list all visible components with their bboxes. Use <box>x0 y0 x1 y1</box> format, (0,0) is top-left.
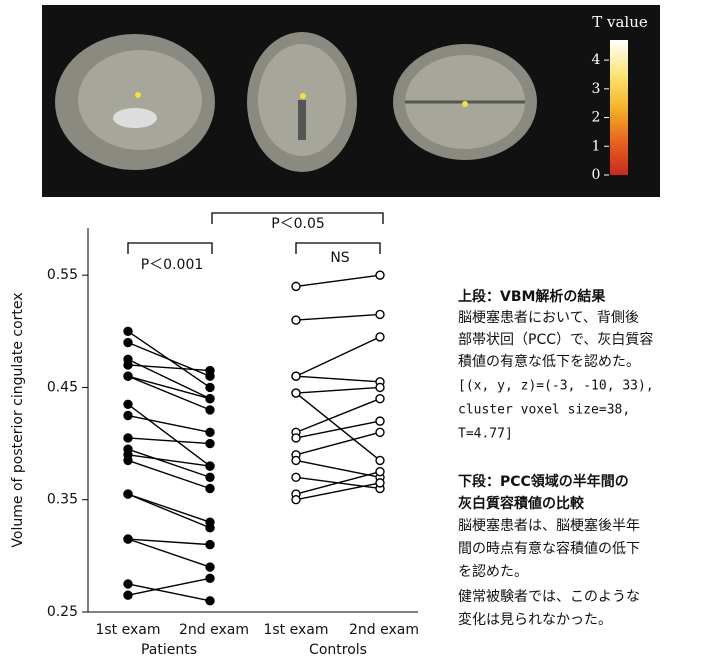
annotation: P＜0.001 <box>141 257 204 273</box>
point <box>124 339 132 347</box>
note-line: cluster voxel size=38, <box>458 403 630 418</box>
point <box>124 456 132 464</box>
point <box>376 417 384 425</box>
note-line: を認めた。 <box>458 564 528 580</box>
colorbar-tick-label: 3 <box>592 81 601 97</box>
point <box>376 271 384 279</box>
colorbar <box>610 40 628 175</box>
y-tick-label: 0.45 <box>47 379 78 395</box>
point <box>206 597 214 605</box>
point <box>124 434 132 442</box>
point <box>376 333 384 341</box>
point <box>292 496 300 504</box>
y-axis-label: Volume of posterior cingulate cortex <box>10 292 26 547</box>
note-line: [(x, y, z)=(-3, -10, 33), <box>458 379 654 394</box>
colorbar-tick-label: 2 <box>592 110 601 126</box>
point <box>376 468 384 476</box>
note-line: 脳梗塞患者は、脳梗塞後半年 <box>458 517 640 534</box>
point <box>124 361 132 369</box>
pair-line <box>128 494 210 528</box>
pair-line <box>296 376 380 382</box>
point <box>206 574 214 582</box>
figure: T value Volume of posterior cingulate co… <box>0 0 722 659</box>
point <box>124 327 132 335</box>
annotation: P＜0.05 <box>271 216 325 232</box>
significance-brackets <box>128 213 383 254</box>
pair-line <box>128 449 210 477</box>
note-heading: 灰白質容積値の比較 <box>458 495 585 512</box>
group-label: Controls <box>309 642 367 658</box>
point <box>376 428 384 436</box>
x-tick-label: 1st exam <box>95 622 160 638</box>
notes: 上段：VBM解析の結果 脳梗塞患者において、背側後 部帯状回（PCC）で、灰白質… <box>458 288 654 628</box>
point <box>376 456 384 464</box>
point <box>124 535 132 543</box>
brain-sagittal <box>55 34 215 170</box>
point <box>124 372 132 380</box>
brain-axial <box>393 44 537 160</box>
colorbar-tick-label: 4 <box>592 52 601 68</box>
point <box>206 395 214 403</box>
note-line: T=4.77] <box>458 427 513 442</box>
pair-line <box>128 343 210 377</box>
point <box>292 389 300 397</box>
note-line: 積値の有意な低下を認めた。 <box>458 353 640 370</box>
point <box>376 479 384 487</box>
point <box>292 316 300 324</box>
x-tick-label: 2nd exam <box>349 622 419 638</box>
note-line: 健常被験者では、このような <box>458 589 640 605</box>
point <box>206 440 214 448</box>
point <box>206 462 214 470</box>
point <box>376 310 384 318</box>
note-heading: 上段：VBM解析の結果 <box>458 288 606 305</box>
point <box>206 367 214 375</box>
annotation: NS <box>330 250 349 266</box>
point <box>206 383 214 391</box>
pair-line <box>296 387 380 393</box>
point <box>376 383 384 391</box>
point <box>124 490 132 498</box>
pair-line <box>296 337 380 376</box>
point <box>124 580 132 588</box>
point <box>124 400 132 408</box>
colorbar-tick-label: 1 <box>592 138 601 154</box>
point <box>292 372 300 380</box>
colorbar-title: T value <box>592 13 648 31</box>
point <box>206 563 214 571</box>
y-tick-label: 0.55 <box>47 267 78 283</box>
group-label: Patients <box>141 642 197 658</box>
pair-line <box>128 494 210 522</box>
note-line: 部帯状回（PCC）で、灰白質容 <box>458 331 653 348</box>
point <box>292 456 300 464</box>
brain-coronal <box>247 32 357 172</box>
pair-line <box>296 275 380 286</box>
point <box>206 524 214 532</box>
point <box>124 412 132 420</box>
point <box>206 541 214 549</box>
pair-line <box>128 365 210 371</box>
point <box>376 395 384 403</box>
pair-line <box>128 438 210 444</box>
note-line: 脳梗塞患者において、背側後 <box>458 309 639 326</box>
x-tick-label: 1st exam <box>263 622 328 638</box>
note-line: 間の時点有意な容積値の低下 <box>458 540 640 557</box>
point <box>206 473 214 481</box>
note-line: 変化は見られなかった。 <box>458 611 612 628</box>
point <box>292 434 300 442</box>
y-tick-label: 0.35 <box>47 492 78 508</box>
point <box>206 406 214 414</box>
point <box>292 282 300 290</box>
x-tick-label: 2nd exam <box>179 622 249 638</box>
pair-line <box>296 314 380 320</box>
colorbar-tick-label: 0 <box>592 167 601 183</box>
point <box>292 473 300 481</box>
note-heading: 下段：PCC領域の半年間の <box>458 473 629 490</box>
point <box>206 428 214 436</box>
pair-line <box>128 416 210 433</box>
point <box>124 591 132 599</box>
y-tick-label: 0.25 <box>47 604 78 620</box>
point <box>206 484 214 492</box>
